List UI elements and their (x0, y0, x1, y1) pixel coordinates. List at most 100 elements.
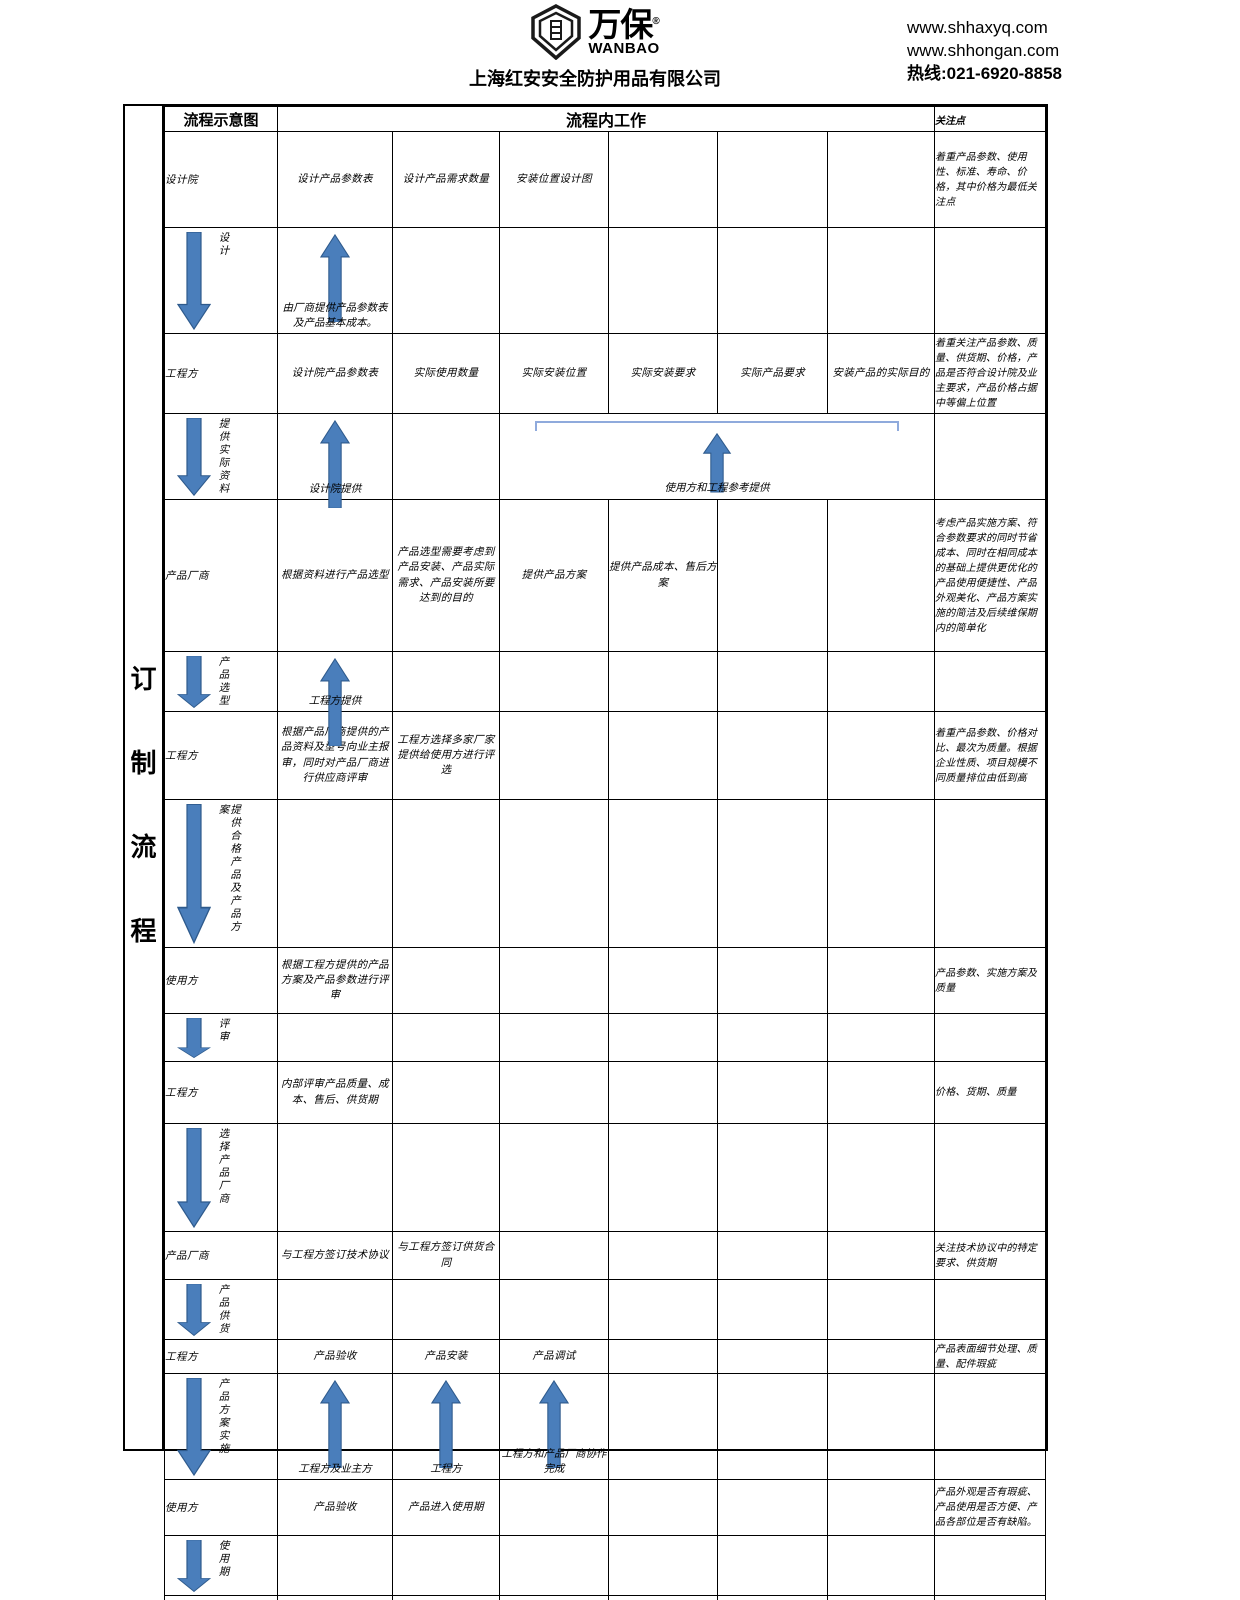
header-flow-diagram: 流程示意图 (163, 106, 278, 132)
down-arrow-icon (176, 417, 212, 496)
work-cell (498, 947, 609, 1014)
arrow-note-cell (716, 1123, 828, 1232)
work-cell (826, 499, 936, 652)
up-arrow-icon (702, 432, 732, 493)
actor-cell: 工程方 (163, 711, 278, 800)
work-cell (607, 1061, 718, 1124)
focus-cell: 着重产品参数、使用性、标准、寿命、价格，其中价格为最低关注点 (934, 131, 1046, 228)
header-focus-point: 关注点 (934, 106, 1046, 132)
work-cell: 工程方选择多家厂家提供给使用方进行评选 (391, 711, 500, 800)
table-row: 工程方产品维保 产品质量、产品售后 (163, 1595, 1046, 1600)
arrow-note-cell (391, 227, 500, 334)
work-cell (716, 499, 828, 652)
work-cell: 产品维保 (276, 1595, 393, 1600)
focus-cell (934, 1535, 1046, 1596)
arrow-note-label: 工程方和产品厂商协作完成 (501, 1448, 607, 1475)
focus-cell (934, 651, 1046, 712)
arrow-note-cell (391, 1535, 500, 1596)
process-grid: 流程示意图 流程内工作 关注点 设计院 设计产品参数表 设计产品需求数量 安装位置设计… (163, 106, 1046, 1600)
work-cell (716, 1061, 828, 1124)
arrow-row: 提供合格产品及产品方案 (163, 799, 1046, 948)
span-note-label: 使用方和工程参考提供 (664, 482, 770, 494)
focus-cell (934, 1123, 1046, 1232)
arrow-stage-label: 产品供货 (217, 1283, 229, 1336)
work-cell (826, 131, 936, 228)
span-note-cell: 使用方和工程参考提供 (498, 413, 936, 500)
focus-cell (934, 1279, 1046, 1340)
table-row: 使用方 产品验收 产品进入使用期 产品外观是否有瑕疵、产品使用是否方便、产品各部位是否… (163, 1479, 1046, 1536)
flow-arrow-cell: 提供实际资料 (163, 413, 278, 500)
arrow-stage-label: 提供合格产品及产品方案 (217, 803, 241, 934)
arrow-row: 产品供货 (163, 1279, 1046, 1340)
arrow-note-cell (607, 1373, 718, 1480)
arrow-note-cell (498, 227, 609, 334)
arrow-note-cell (607, 1279, 718, 1340)
actor-cell: 使用方 (163, 947, 278, 1014)
arrow-note-cell (498, 1123, 609, 1232)
arrow-stage-label: 选择产品厂商 (217, 1127, 229, 1206)
work-cell (826, 1595, 936, 1600)
website-primary[interactable]: www.shhaxyq.com (907, 18, 1048, 37)
work-cell (716, 711, 828, 800)
focus-cell (934, 1013, 1046, 1062)
arrow-note-cell (716, 651, 828, 712)
arrow-row: 提供实际资料 设计院提供 使用方和工程参考提供 (163, 413, 1046, 509)
arrow-stage-label: 评审 (217, 1017, 229, 1044)
arrow-note-cell (826, 1013, 936, 1062)
arrow-note-cell (276, 1123, 393, 1232)
arrow-note-cell (391, 799, 500, 948)
actor-cell: 工程方 (163, 1339, 278, 1374)
flow-arrow-cell: 设计 (163, 227, 278, 334)
work-cell (607, 1339, 718, 1374)
down-arrow-icon (176, 1539, 212, 1592)
work-cell: 产品调试 (498, 1339, 609, 1374)
work-cell (826, 947, 936, 1014)
arrow-note-cell (716, 1279, 828, 1340)
arrow-note-cell: 工程方和产品厂商协作完成 (498, 1373, 609, 1480)
down-arrow-icon (176, 1126, 212, 1228)
arrow-row: 评审 (163, 1013, 1046, 1062)
page-header: 万保® WANBAO 上海红安安全防护用品有限公司 www.shhaxyq.co… (0, 0, 1240, 100)
work-cell (607, 1479, 718, 1536)
hotline-number: 热线:021-6920-8858 (907, 64, 1062, 83)
flow-arrow-cell: 使用期 (163, 1535, 278, 1596)
focus-cell: 考虑产品实施方案、符合参数要求的同时节省成本、同时在相同成本的基础上提供更优化的… (934, 499, 1046, 652)
table-row: 工程方 根据产品厂商提供的产品资料及型号向业主报审，同时对产品厂商进行供应商评审工… (163, 711, 1046, 800)
focus-cell (934, 227, 1046, 334)
flow-arrow-cell: 提供合格产品及产品方案 (163, 799, 278, 948)
actor-cell: 使用方 (163, 1479, 278, 1536)
work-cell (716, 1231, 828, 1280)
work-cell (716, 947, 828, 1014)
arrow-note-cell (391, 1279, 500, 1340)
actor-cell: 产品厂商 (163, 499, 278, 652)
spine-char: 程 (130, 916, 157, 946)
table-row: 工程方 设计院产品参数表 实际使用数量 实际安装位置 实际安装要求 实际产品要求 安装产品的… (163, 333, 1046, 414)
work-cell: 内部评审产品质量、成本、售后、供货期 (276, 1061, 393, 1124)
registered-mark-icon: ® (652, 16, 659, 27)
arrow-note-cell (607, 1013, 718, 1062)
arrow-note-cell (391, 651, 500, 712)
work-cell: 提供产品成本、售后方案 (607, 499, 718, 652)
table-header-row: 流程示意图 流程内工作 关注点 (163, 106, 1046, 132)
grouping-bracket (534, 420, 900, 431)
website-secondary[interactable]: www.shhongan.com (907, 41, 1060, 60)
spine-char: 订 (130, 664, 157, 694)
work-cell: 安装位置设计图 (498, 131, 609, 228)
spine-char: 制 (130, 748, 157, 778)
arrow-note-cell (498, 799, 609, 948)
arrow-note-label: 由厂商提供产品参数表及产品基本成本。 (282, 302, 388, 329)
arrow-note-cell (826, 1123, 936, 1232)
arrow-note-cell (391, 413, 500, 500)
work-cell (716, 1479, 828, 1536)
table-row: 产品厂商 与工程方签订技术协议 与工程方签订供货合同 关注技术协议中的特定要求、供货期 (163, 1231, 1046, 1280)
arrow-note-label: 工程方及业主方 (298, 1463, 372, 1475)
arrow-note-cell (607, 651, 718, 712)
work-cell (826, 1479, 936, 1536)
work-cell (607, 947, 718, 1014)
arrow-note-cell: 工程方提供 (276, 651, 393, 747)
arrow-note-cell (498, 1535, 609, 1596)
down-arrow-icon (176, 1283, 212, 1336)
table-row: 产品厂商 根据资料进行产品选型 产品选型需要考虑到产品安装、产品实际需求、产品安装所… (163, 499, 1046, 652)
header-flow-work: 流程内工作 (276, 106, 936, 132)
arrow-note-cell (391, 1013, 500, 1062)
